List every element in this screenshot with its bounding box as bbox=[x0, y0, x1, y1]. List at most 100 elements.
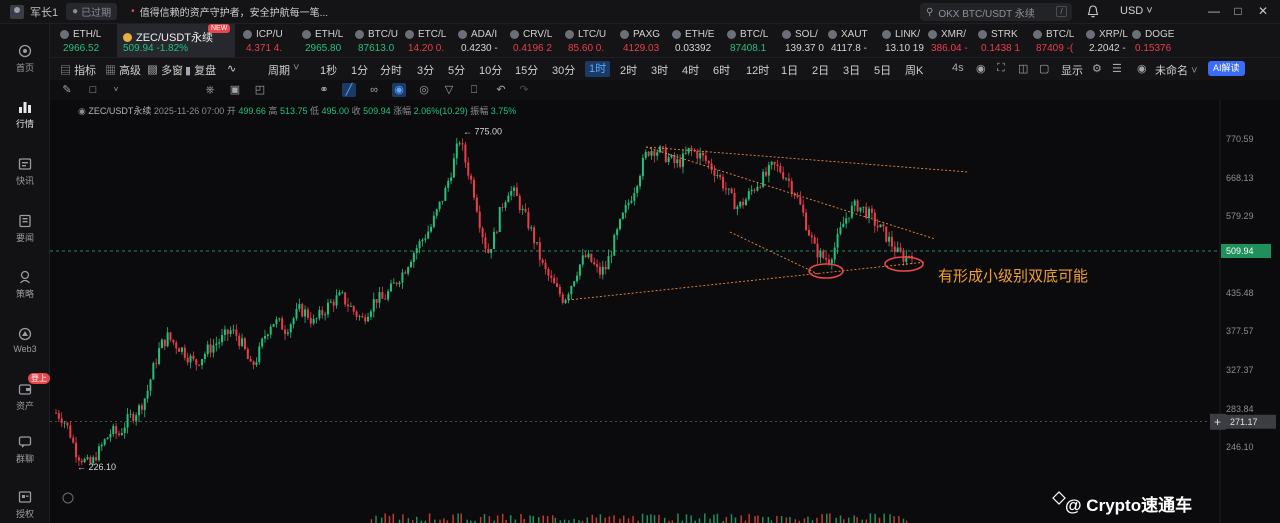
candlestick-chart[interactable]: 770.59 668.13 579.29 435.48 377.57 327.37 283.… bbox=[50, 100, 1280, 523]
period-button[interactable]: 1日 bbox=[781, 65, 799, 77]
ticker-tab[interactable]: ETH/L 2966.52 bbox=[60, 24, 114, 57]
period-button[interactable]: 5分 bbox=[448, 65, 466, 77]
period-button[interactable]: 3时 bbox=[651, 65, 669, 77]
user-icon[interactable] bbox=[10, 4, 24, 19]
chart-area[interactable]: ◉ ZEC/USDT永续 2025-11-26 07:00 开 499.66 高… bbox=[50, 100, 1280, 523]
ticker-price: 13.10 19 bbox=[885, 43, 924, 54]
layout-icon[interactable]: ◫ bbox=[1018, 63, 1029, 75]
ticker-tab[interactable]: STRK 0.1438 1 bbox=[978, 24, 1031, 57]
ruler-icon[interactable]: ✎ bbox=[62, 84, 72, 96]
period-button[interactable]: 1秒 bbox=[320, 65, 338, 77]
ticker-tab[interactable]: ETC/L 14.20 0. bbox=[405, 24, 455, 57]
stack-icon[interactable]: ☰ bbox=[1112, 63, 1122, 75]
ticker-tab[interactable]: BTC/L 87409 -( bbox=[1033, 24, 1083, 57]
sidebar-item-strategy[interactable]: 策略 bbox=[0, 270, 50, 300]
replay-button[interactable]: ▮ 复盘 bbox=[185, 65, 217, 77]
camera-icon[interactable]: ◉ bbox=[976, 63, 986, 75]
sidebar-item-web3[interactable]: Web3 bbox=[0, 327, 50, 354]
trash-icon[interactable]: ⎕ bbox=[470, 84, 478, 96]
period-button[interactable]: 1时 bbox=[585, 61, 611, 77]
chart-type-icon[interactable]: ∿ bbox=[227, 63, 237, 75]
visibility-icon[interactable]: ◎ bbox=[419, 84, 429, 96]
ticker-tab[interactable]: XMR/386.04 - bbox=[928, 24, 976, 57]
trendline-icon[interactable]: ╱ bbox=[342, 83, 356, 97]
close-icon[interactable]: ✕ bbox=[1257, 4, 1269, 18]
candle-body bbox=[722, 176, 725, 189]
notice-banner[interactable]: • 值得信赖的资产守护者，安全护航每一笔... bbox=[131, 6, 329, 19]
indicator-icon[interactable]: ∞ bbox=[370, 84, 378, 96]
minimize-icon[interactable]: — bbox=[1208, 4, 1220, 18]
eye-icon[interactable]: ◉ bbox=[78, 106, 86, 116]
ticker-tab[interactable]: BTC/L 87408.1 bbox=[727, 24, 779, 57]
period-button[interactable]: 2日 bbox=[812, 65, 830, 77]
ticker-tab[interactable]: PAXG 4129.03 bbox=[620, 24, 670, 57]
ticker-tab[interactable]: DOGE 0.15376 bbox=[1132, 24, 1180, 57]
fullscreen-icon[interactable]: ⛶ bbox=[997, 62, 1005, 74]
expired-badge[interactable]: ● 已过期 bbox=[66, 3, 118, 20]
candle-body bbox=[773, 161, 776, 165]
rectangle-icon[interactable]: □ bbox=[89, 84, 97, 96]
screen-icon[interactable]: ▢ bbox=[1039, 63, 1050, 75]
ticker-tab[interactable]: SOL/139.37 0 bbox=[782, 24, 826, 57]
sidebar-item-flash[interactable]: 快讯 bbox=[0, 157, 50, 187]
period-button[interactable]: 5日 bbox=[874, 65, 892, 77]
bell-icon[interactable] bbox=[1087, 5, 1099, 18]
user-name[interactable]: 军长1 bbox=[30, 6, 59, 19]
currency-selector[interactable]: USD ˅ bbox=[1120, 5, 1153, 17]
advanced-button[interactable]: ▦ 高级 bbox=[105, 65, 142, 77]
multi-window-button[interactable]: ▩ 多窗 bbox=[147, 65, 184, 77]
search-input[interactable]: ⚲ OKX BTC/USDT 永续 / bbox=[920, 3, 1072, 21]
period-button[interactable]: 3日 bbox=[843, 65, 861, 77]
eye-icon[interactable]: ◉ bbox=[392, 83, 406, 97]
ticker-tab[interactable]: ADA/I 0.4230 - bbox=[458, 24, 508, 57]
redo-icon[interactable]: ↷ bbox=[519, 84, 529, 96]
ticker-tab[interactable]: XRP/L 2.2042 - bbox=[1086, 24, 1130, 57]
ticker-tab[interactable]: ZEC/USDT永续 509.94 -1.82% NEW bbox=[117, 24, 235, 57]
sidebar-item-asset[interactable]: 登上 资产 bbox=[0, 373, 50, 412]
period-button[interactable]: 3分 bbox=[417, 65, 435, 77]
chevron-down-icon: ˅ bbox=[1146, 5, 1153, 17]
template-selector[interactable]: 未命名 ˅ bbox=[1155, 65, 1198, 77]
period-button[interactable]: 10分 bbox=[479, 65, 503, 77]
candle-body bbox=[490, 248, 493, 253]
period-button[interactable]: 1分 bbox=[351, 65, 369, 77]
link-icon[interactable]: ⚭ bbox=[319, 84, 329, 96]
ticker-tab[interactable]: LINK/13.10 19 bbox=[882, 24, 926, 57]
sidebar-item-home[interactable]: 首页 bbox=[0, 44, 50, 74]
maximize-icon[interactable]: □ bbox=[1234, 4, 1242, 18]
ticker-tab[interactable]: BTC/U 87613.0 bbox=[355, 24, 403, 57]
ticker-tab[interactable]: ETH/L 2965.80 bbox=[302, 24, 352, 57]
ticker-tab[interactable]: XAUT 4117.8 - bbox=[828, 24, 880, 57]
volume-bar bbox=[767, 516, 770, 523]
sidebar-item-chat[interactable]: 群聊 bbox=[0, 435, 50, 465]
period-button[interactable]: 15分 bbox=[515, 65, 539, 77]
sidebar-item-authorize[interactable]: 授权 bbox=[0, 490, 50, 520]
period-button[interactable]: 4时 bbox=[682, 65, 700, 77]
candle-body bbox=[730, 188, 733, 194]
ticker-tab[interactable]: LTC/U 85.60 0. bbox=[565, 24, 617, 57]
period-button[interactable]: 6时 bbox=[713, 65, 731, 77]
ai-interpret-button[interactable]: AI解读 bbox=[1208, 61, 1245, 76]
ticker-tab[interactable]: CRV/L 0.4196 2 bbox=[510, 24, 562, 57]
ticker-tab[interactable]: ICP/U 4.371 4. bbox=[243, 24, 299, 57]
sidebar-item-news[interactable]: 要闻 bbox=[0, 214, 50, 244]
indicator-button[interactable]: ▤ 指标 bbox=[60, 65, 97, 77]
undo-icon[interactable]: ↶ bbox=[496, 84, 506, 96]
settings-icon[interactable]: ⚙ bbox=[1092, 63, 1102, 75]
magnet-icon[interactable]: ⎈ bbox=[205, 84, 215, 96]
period-button[interactable]: 分时 bbox=[380, 65, 402, 77]
filter-icon[interactable]: ▽ bbox=[444, 84, 454, 96]
display-button[interactable]: 显示 bbox=[1061, 65, 1083, 77]
period-button[interactable]: 周K bbox=[905, 65, 924, 77]
period-button[interactable]: 12时 bbox=[746, 65, 770, 77]
chevron-down-icon[interactable]: ˅ bbox=[113, 85, 119, 94]
period-button[interactable]: 30分 bbox=[552, 65, 576, 77]
ticker-tab[interactable]: ETH/E 0.03392 bbox=[672, 24, 724, 57]
period-button[interactable]: 2时 bbox=[620, 65, 638, 77]
candle-body bbox=[762, 171, 765, 187]
lock-icon[interactable]: ▣ bbox=[229, 84, 241, 96]
toggle-icon[interactable]: ◉ bbox=[1137, 63, 1147, 75]
sidebar-item-market[interactable]: 行情 bbox=[0, 100, 50, 130]
volume-bar bbox=[730, 514, 733, 523]
hide-icon[interactable]: ◰ bbox=[254, 84, 266, 96]
